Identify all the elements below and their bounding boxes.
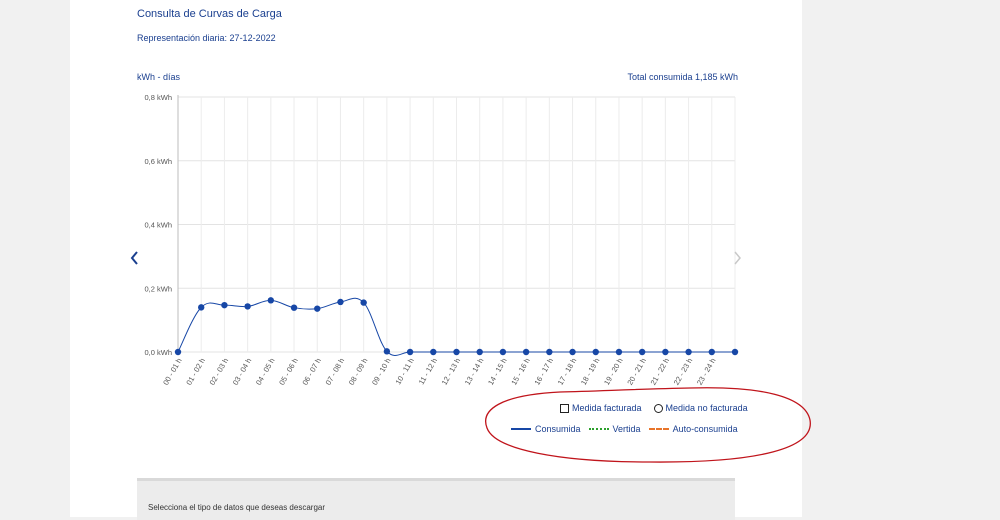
- data-point: [499, 348, 507, 356]
- y-tick-label: 0,0 kWh: [144, 348, 172, 357]
- legend-not-billed-label: Medida no facturada: [665, 403, 748, 413]
- download-type-label: Selecciona el tipo de datos que deseas d…: [148, 503, 326, 512]
- previous-day-button[interactable]: [128, 248, 142, 268]
- data-point: [685, 348, 692, 356]
- data-point: [522, 348, 530, 356]
- chevron-right-icon: [734, 251, 741, 265]
- x-tick-label: 13 - 14 h: [463, 357, 486, 387]
- data-point: [476, 348, 483, 356]
- data-point: [360, 299, 367, 306]
- data-point: [267, 297, 275, 304]
- legend-consumed[interactable]: Consumida: [511, 424, 581, 434]
- data-point: [615, 348, 623, 356]
- legend-billed[interactable]: Medida facturada: [560, 403, 642, 413]
- y-tick-label: 0,2 kWh: [144, 284, 172, 293]
- legend-measure-type: Medida facturada Medida no facturada: [560, 403, 756, 413]
- x-tick-label: 05 - 06 h: [277, 357, 300, 387]
- x-tick-label: 08 - 09 h: [347, 357, 370, 387]
- data-point: [290, 304, 298, 311]
- legend-billed-label: Medida facturada: [572, 403, 642, 413]
- x-tick-label: 01 - 02 h: [184, 357, 207, 387]
- x-tick-label: 06 - 07 h: [300, 357, 323, 387]
- legend-series: Consumida Vertida Auto-consumida: [511, 424, 746, 434]
- date-subtitle: Representación diaria: 27-12-2022: [137, 33, 276, 43]
- data-point: [337, 298, 344, 306]
- data-point: [221, 301, 228, 309]
- data-point: [569, 348, 576, 356]
- x-tick-label: 00 - 01 h: [161, 357, 184, 387]
- dotted-line-icon: [588, 428, 609, 430]
- data-point: [662, 348, 669, 356]
- x-tick-label: 07 - 08 h: [324, 357, 347, 387]
- x-tick-label: 09 - 10 h: [370, 357, 393, 387]
- data-point: [453, 348, 460, 356]
- x-tick-label: 23 - 24 h: [695, 357, 718, 387]
- download-panel: Selecciona el tipo de datos que deseas d…: [137, 478, 735, 520]
- x-tick-label: 15 - 16 h: [509, 357, 532, 387]
- legend-not-billed[interactable]: Medida no facturada: [650, 403, 748, 413]
- y-tick-label: 0,8 kWh: [144, 93, 172, 102]
- x-tick-label: 10 - 11 h: [393, 357, 415, 387]
- x-tick-label: 12 - 13 h: [440, 357, 463, 387]
- data-point: [430, 348, 437, 356]
- total-consumed-label: Total consumida 1,185 kWh: [627, 72, 738, 82]
- legend-poured[interactable]: Vertida: [588, 424, 641, 434]
- x-tick-label: 18 - 19 h: [579, 357, 602, 387]
- x-tick-label: 21 - 22 h: [649, 357, 672, 387]
- data-point: [174, 348, 182, 356]
- circle-marker-icon: [653, 403, 663, 413]
- units-label: kWh - días: [137, 72, 181, 82]
- x-tick-label: 16 - 17 h: [532, 357, 555, 387]
- x-tick-label: 11 - 12 h: [417, 357, 439, 387]
- data-point: [546, 348, 553, 356]
- square-marker-icon: [560, 403, 569, 413]
- data-point: [592, 348, 599, 356]
- x-tick-label: 20 - 21 h: [625, 357, 648, 387]
- legend-poured-label: Vertida: [612, 424, 641, 434]
- x-tick-label: 14 - 15 h: [486, 356, 509, 386]
- y-tick-label: 0,6 kWh: [144, 157, 172, 166]
- data-point: [638, 348, 646, 356]
- x-tick-label: 22 - 23 h: [672, 357, 695, 387]
- next-day-button[interactable]: [731, 248, 745, 268]
- data-point: [708, 348, 715, 356]
- x-tick-label: 04 - 05 h: [254, 357, 277, 387]
- data-point: [406, 348, 414, 356]
- data-point: [731, 348, 739, 356]
- x-tick-label: 17 - 18 h: [556, 357, 579, 387]
- data-point: [198, 304, 205, 311]
- data-point: [383, 348, 391, 355]
- x-tick-label: 03 - 04 h: [231, 357, 254, 387]
- x-tick-label: 19 - 20 h: [602, 357, 625, 387]
- legend-consumed-label: Consumida: [535, 424, 581, 434]
- legend-self-consumed-label: Auto-consumida: [672, 424, 738, 434]
- data-point: [244, 303, 251, 310]
- page-title: Consulta de Curvas de Carga: [137, 8, 282, 20]
- x-tick-label: 02 - 03 h: [208, 357, 231, 387]
- solid-line-icon: [511, 428, 531, 430]
- dashed-line-icon: [648, 428, 669, 430]
- data-point: [314, 305, 321, 312]
- legend-self-consumed[interactable]: Auto-consumida: [648, 424, 738, 434]
- y-tick-label: 0,4 kWh: [144, 221, 172, 230]
- chevron-left-icon: [130, 251, 138, 265]
